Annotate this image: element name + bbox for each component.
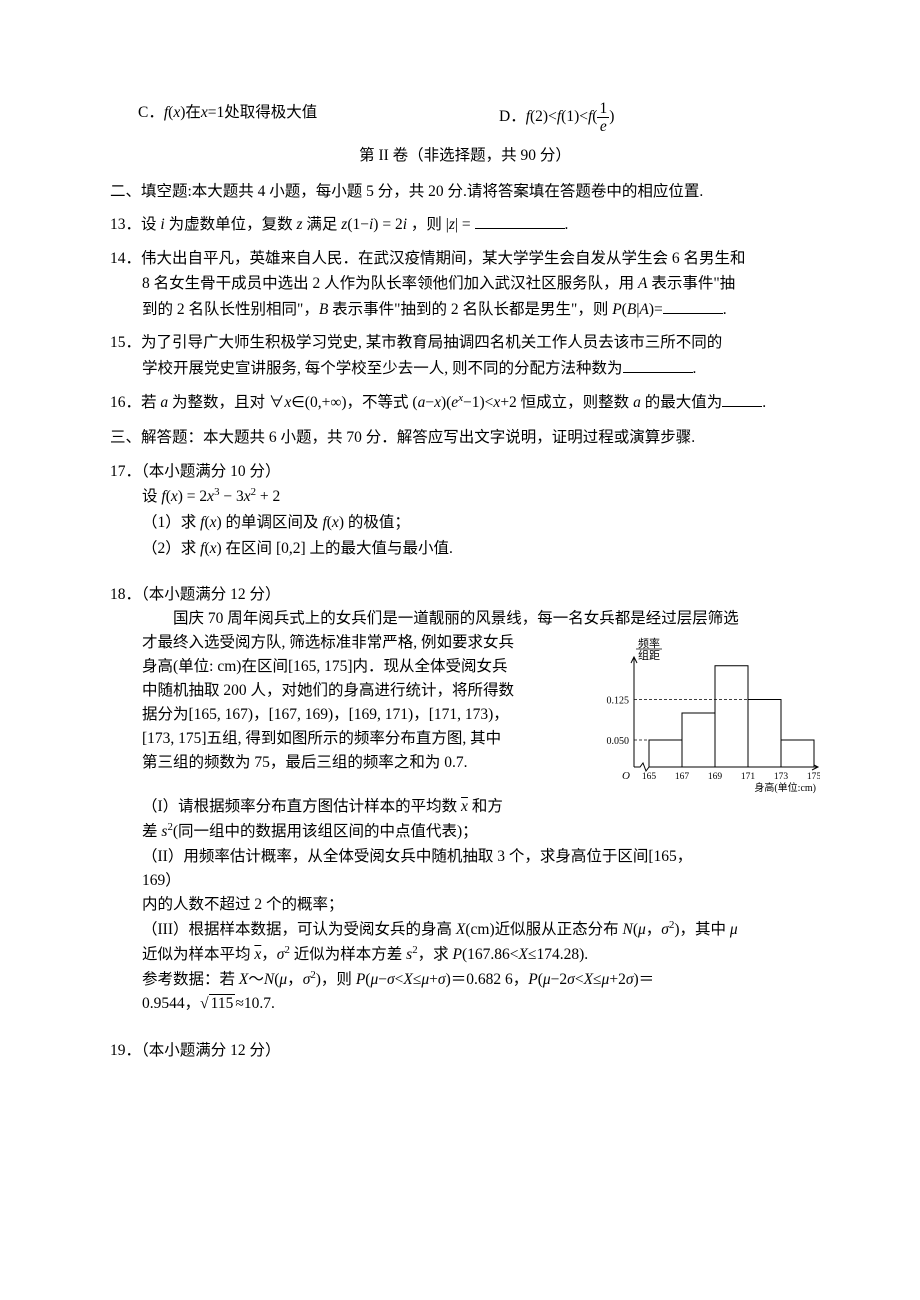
blank-q14 [663,298,723,314]
svg-text:频率: 频率 [638,636,660,650]
q12-option-d: D．f(2)<f(1)<f(1e) [459,100,820,135]
svg-text:167: 167 [675,772,690,782]
q18-p1: 国庆 70 周年阅兵式上的女兵们是一道靓丽的风景线，每一名女兵都是经过层层筛选 [142,607,820,631]
svg-text:0.125: 0.125 [607,696,630,707]
svg-text:175: 175 [807,772,820,782]
question-15: 15．为了引导广大师生积极学习党史, 某市教育局抽调四名机关工作人员去该市三所不… [110,330,820,381]
svg-text:165: 165 [642,772,657,782]
svg-text:169: 169 [708,772,723,782]
section-3-heading: 三、解答题：本大题共 6 小题，共 70 分．解答应写出文字说明，证明过程或演算… [110,425,820,451]
svg-text:0.050: 0.050 [607,736,630,747]
svg-text:身高(单位:cm): 身高(单位:cm) [754,781,816,794]
svg-text:组距: 组距 [638,648,660,662]
q18-body-with-chart: 才最终入选受阅方队, 筛选标准非常严格, 例如要求女兵 身高(单位: cm)在区… [142,631,580,795]
q12-option-c: C．f(x)在x=1处取得极大值 [138,100,459,135]
q12-options-cd: C．f(x)在x=1处取得极大值 D．f(2)<f(1)<f(1e) [138,100,820,135]
question-14: 14．伟大出自平凡，英雄来自人民．在武汉疫情期间，某大学学生会自发从学生会 6 … [110,246,820,323]
question-19: 19．（本小题满分 12 分） [110,1038,820,1064]
blank-q13 [475,214,565,230]
svg-text:173: 173 [774,772,789,782]
question-18: 18．（本小题满分 12 分） 国庆 70 周年阅兵式上的女兵们是一道靓丽的风景… [110,583,820,1016]
blank-q15 [623,358,693,374]
question-17: 17．（本小题满分 10 分） 设 f(x) = 2x3 − 3x2 + 2 （… [110,459,820,561]
question-13: 13．设 i 为虚数单位，复数 z 满足 z(1−i) = 2i ，则 |z| … [110,212,820,238]
svg-text:O: O [622,770,630,782]
svg-text:171: 171 [741,772,756,782]
q17-heading: 17．（本小题满分 10 分） [110,459,820,485]
part-ii-title: 第 II 卷（非选择题，共 90 分） [110,143,820,169]
section-2-heading: 二、填空题:本大题共 4 小题，每小题 5 分，共 20 分.请将答案填在答题卷… [110,179,820,205]
question-16: 16．若 a 为整数，且对 ∀x∈(0,+∞)，不等式 (a−x)(ex−1)<… [110,390,820,416]
q18-heading: 18．（本小题满分 12 分） [110,583,820,607]
blank-q16 [722,391,762,407]
q18-histogram: 频率组距 O 0.050 0.125 165 167 169 171 173 175身高(单位:c… [590,635,820,795]
